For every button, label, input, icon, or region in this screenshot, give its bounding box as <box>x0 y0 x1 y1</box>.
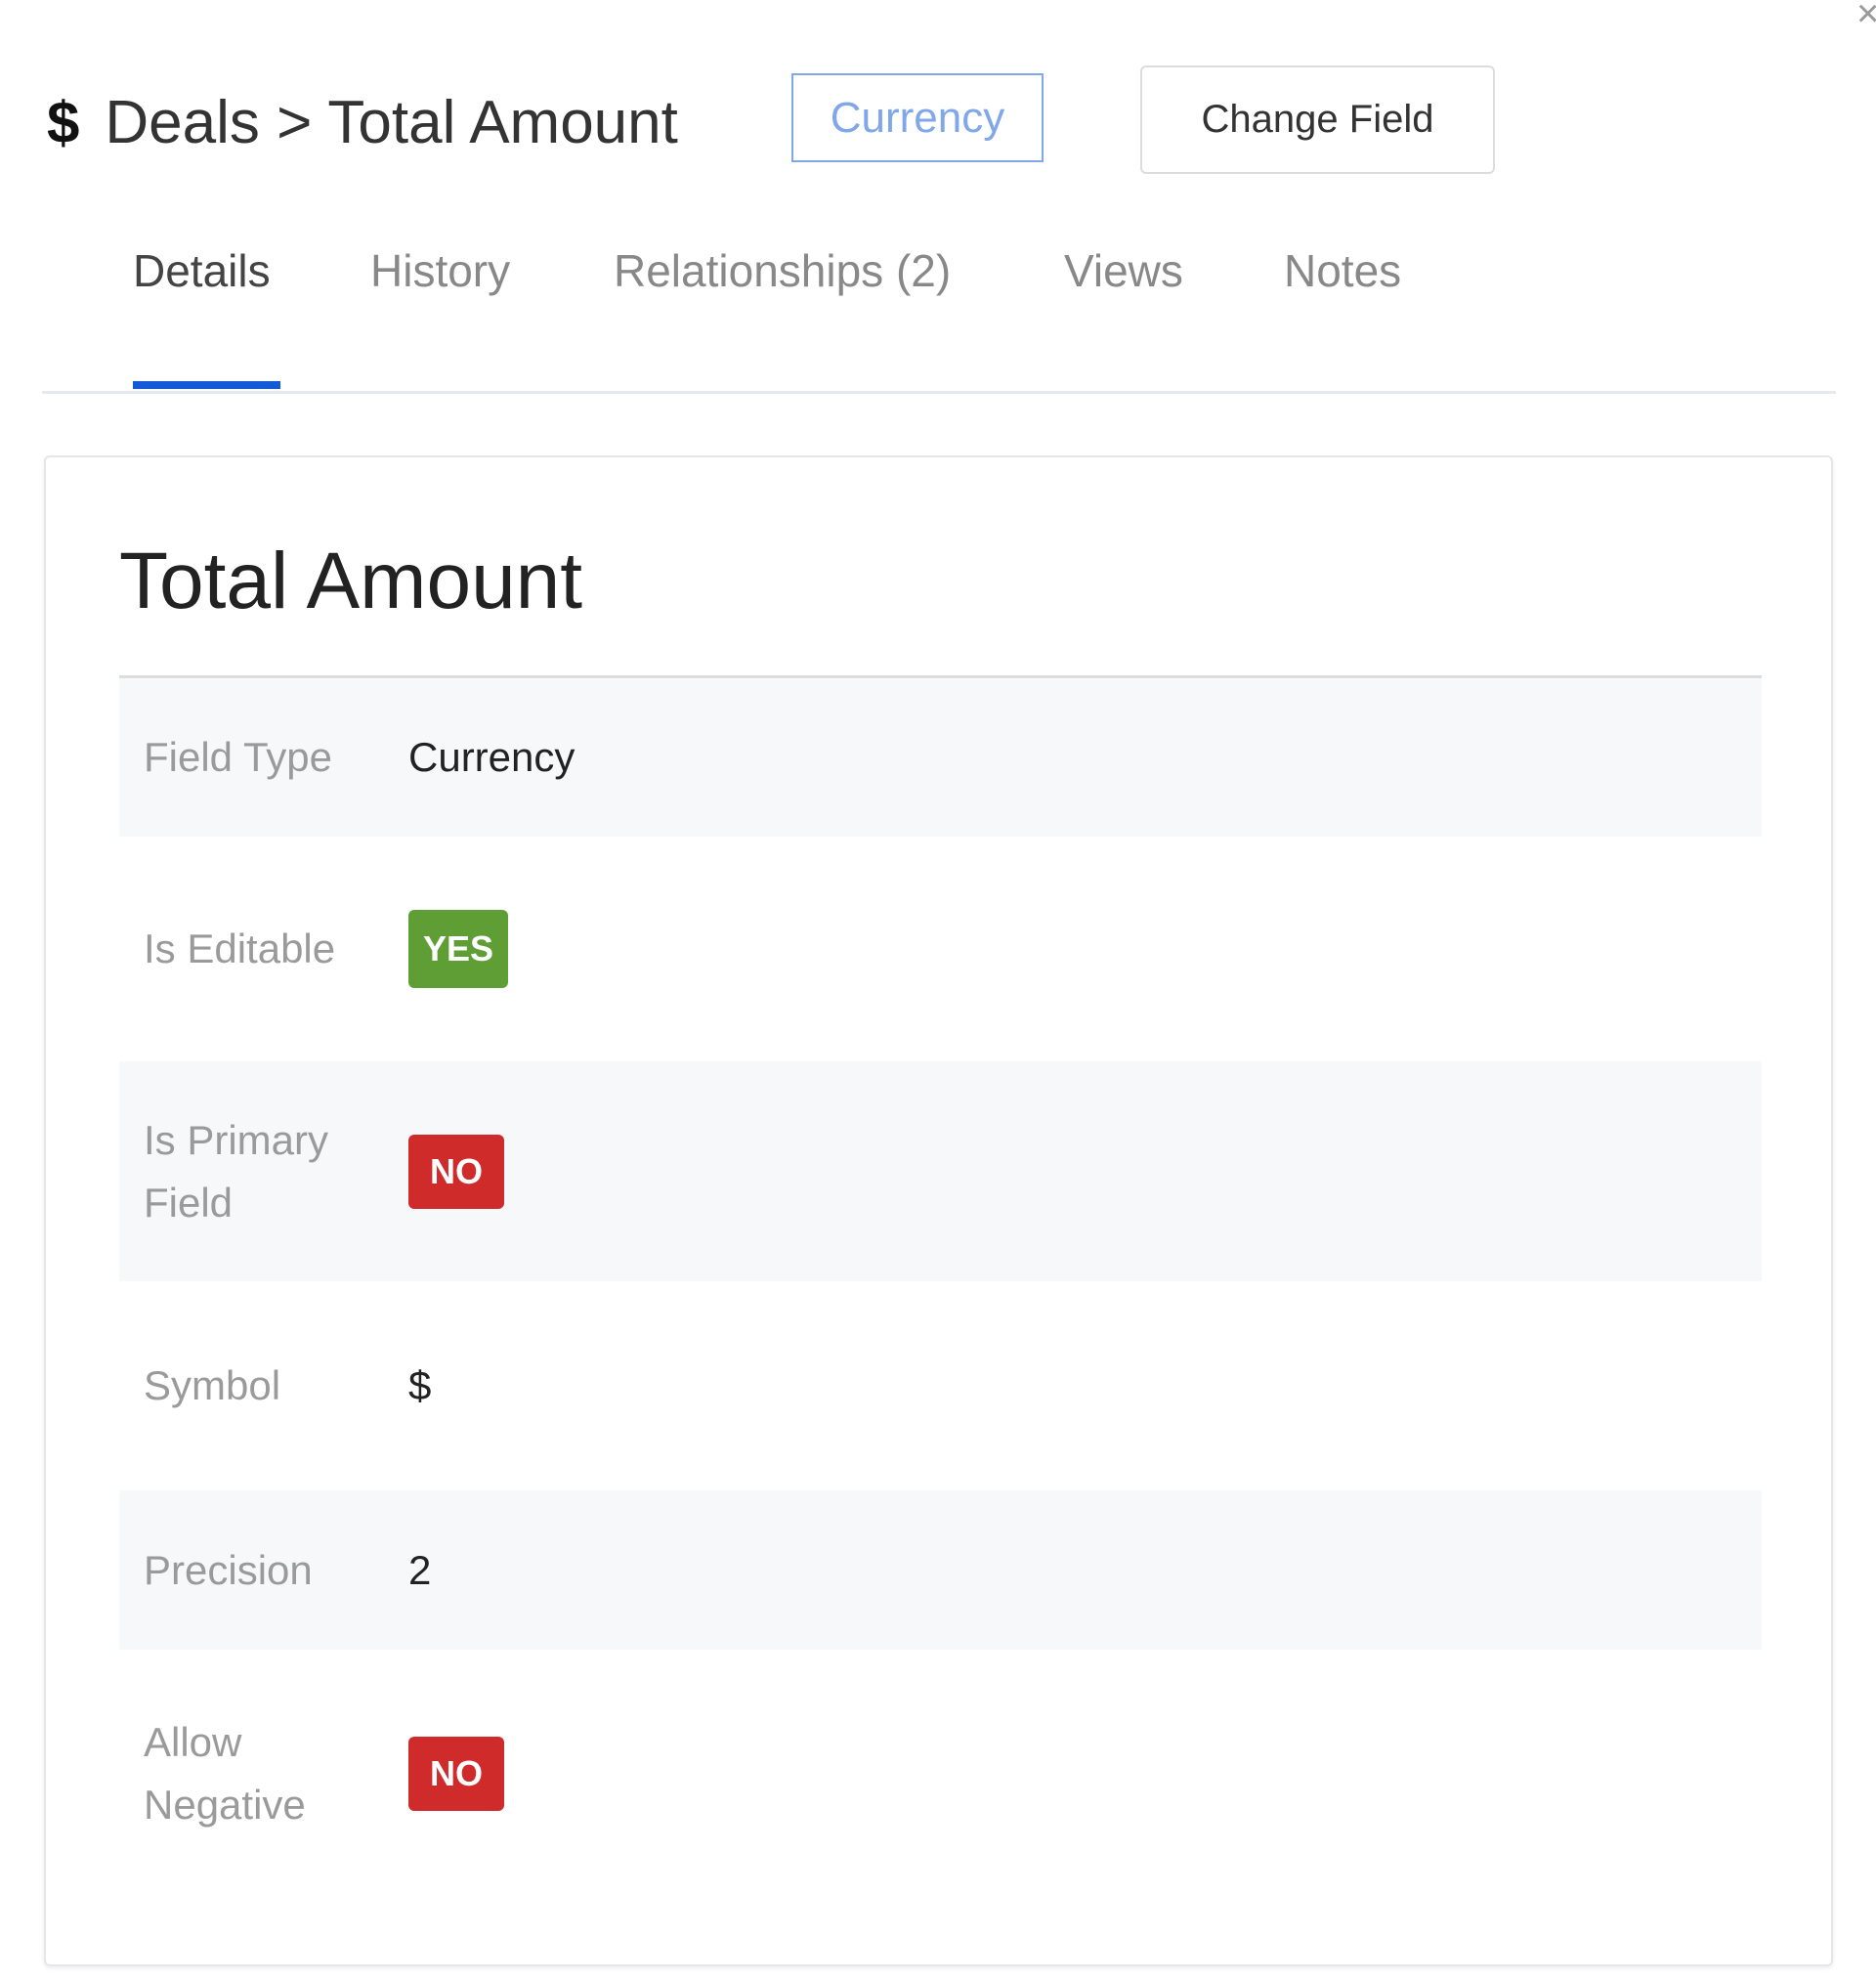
row-value: Currency <box>408 734 576 780</box>
tab-notes[interactable]: Notes <box>1284 245 1402 296</box>
table-row: Field Type Currency <box>119 678 1762 837</box>
row-label: Allow Negative <box>144 1718 306 1828</box>
row-label: Symbol <box>144 1362 281 1408</box>
yes-badge: YES <box>408 910 508 988</box>
no-badge: NO <box>408 1134 504 1209</box>
no-badge: NO <box>408 1736 504 1811</box>
card-title: Total Amount <box>119 537 583 625</box>
row-label: Is Primary Field <box>144 1116 328 1226</box>
row-label: Is Editable <box>144 925 336 971</box>
close-icon[interactable]: × <box>1856 0 1876 35</box>
table-row: Is Editable YES <box>119 837 1762 1061</box>
tab-views[interactable]: Views <box>1064 245 1183 296</box>
row-label: Precision <box>144 1546 313 1593</box>
table-row: Symbol $ <box>119 1281 1762 1490</box>
tab-details[interactable]: Details <box>133 245 271 296</box>
tab-history[interactable]: History <box>370 245 511 296</box>
row-value: 2 <box>408 1546 432 1593</box>
tab-relationships[interactable]: Relationships (2) <box>614 245 952 296</box>
field-type-badge: Currency <box>791 73 1044 162</box>
row-value: $ <box>408 1362 432 1408</box>
table-row: Is Primary Field NO <box>119 1061 1762 1281</box>
details-table: Field Type Currency Is Editable YES Is P… <box>119 675 1762 1897</box>
tab-bar: Details History Relationships (2) Views … <box>42 225 1836 394</box>
page-header: $ Deals > Total Amount <box>47 73 678 171</box>
active-tab-indicator <box>133 381 280 389</box>
table-row: Precision 2 <box>119 1490 1762 1650</box>
change-field-button[interactable]: Change Field <box>1140 65 1495 174</box>
table-row: Allow Negative NO <box>119 1650 1762 1897</box>
details-card: Total Amount Field Type Currency Is Edit… <box>44 455 1833 1966</box>
dollar-icon: $ <box>47 89 80 155</box>
row-label: Field Type <box>144 734 332 780</box>
breadcrumb: Deals > Total Amount <box>105 88 678 156</box>
